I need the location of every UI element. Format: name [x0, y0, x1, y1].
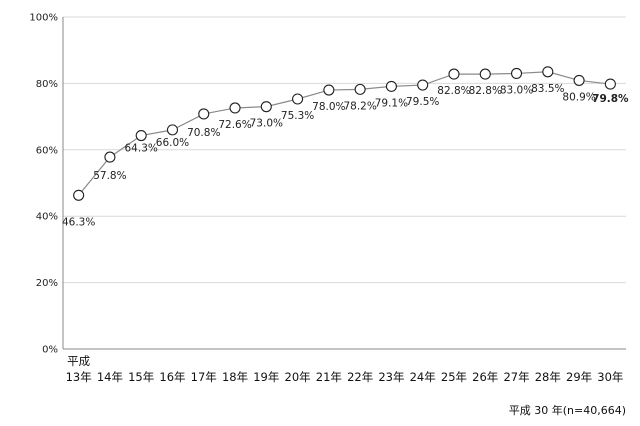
data-point — [448, 68, 460, 80]
data-label: 79.8% — [592, 93, 629, 105]
x-tick-label: 21年 — [316, 370, 342, 384]
y-tick-label: 0% — [42, 345, 58, 356]
x-tick-label: 18年 — [222, 370, 248, 384]
data-point — [260, 101, 272, 113]
data-point — [417, 79, 429, 91]
x-tick-label: 28年 — [535, 370, 561, 384]
x-era-prefix: 平成 — [67, 354, 90, 368]
data-label: 64.3% — [125, 143, 158, 155]
data-point — [198, 108, 210, 120]
data-label: 73.0% — [250, 118, 283, 130]
data-point — [73, 189, 85, 201]
x-tick-label: 29年 — [566, 370, 592, 384]
x-tick-label: 24年 — [410, 370, 436, 384]
y-tick-label: 60% — [36, 145, 58, 156]
x-tick-label: 26年 — [472, 370, 498, 384]
x-tick-label: 22年 — [347, 370, 373, 384]
data-label: 70.8% — [187, 127, 220, 139]
data-point — [354, 83, 366, 95]
data-point — [479, 68, 491, 80]
data-point — [292, 93, 304, 105]
data-point — [104, 151, 116, 163]
data-label: 82.8% — [437, 85, 470, 97]
x-tick-label: 15年 — [128, 370, 154, 384]
data-label: 83.0% — [500, 84, 533, 96]
x-tick-label: 17年 — [191, 370, 217, 384]
x-tick-label: 19年 — [253, 370, 279, 384]
data-label: 82.8% — [469, 85, 502, 97]
data-label: 78.0% — [312, 101, 345, 113]
x-tick-label: 20年 — [285, 370, 311, 384]
data-point — [323, 84, 335, 96]
data-label: 75.3% — [281, 110, 314, 122]
data-label: 83.5% — [531, 83, 564, 95]
y-tick-label: 80% — [36, 79, 58, 90]
data-label: 66.0% — [156, 137, 189, 149]
x-tick-label: 27年 — [503, 370, 529, 384]
x-tick-label: 16年 — [159, 370, 185, 384]
data-point — [542, 66, 554, 78]
data-point — [573, 74, 585, 86]
data-label: 72.6% — [218, 119, 251, 131]
data-point — [510, 67, 523, 79]
data-label: 78.2% — [343, 100, 376, 112]
data-point — [229, 102, 241, 114]
data-point — [135, 129, 147, 142]
y-tick-label: 20% — [36, 278, 58, 289]
data-point — [166, 124, 179, 136]
x-tick-label: 14年 — [97, 370, 123, 384]
x-tick-label: 23年 — [378, 370, 404, 384]
y-tick-label: 40% — [36, 212, 58, 223]
data-label: 80.9% — [562, 91, 595, 103]
data-label: 57.8% — [93, 170, 126, 182]
x-tick-label: 13年 — [66, 370, 92, 384]
footnote: 平成 30 年(n=40,664) — [508, 404, 626, 417]
data-point — [604, 78, 616, 90]
data-label: 46.3% — [62, 216, 95, 228]
x-tick-label: 25年 — [441, 370, 467, 384]
data-label: 79.1% — [375, 97, 408, 109]
data-label: 79.5% — [406, 96, 439, 108]
y-tick-label: 100% — [29, 13, 58, 24]
data-point — [385, 80, 397, 92]
x-tick-label: 30年 — [597, 370, 623, 384]
